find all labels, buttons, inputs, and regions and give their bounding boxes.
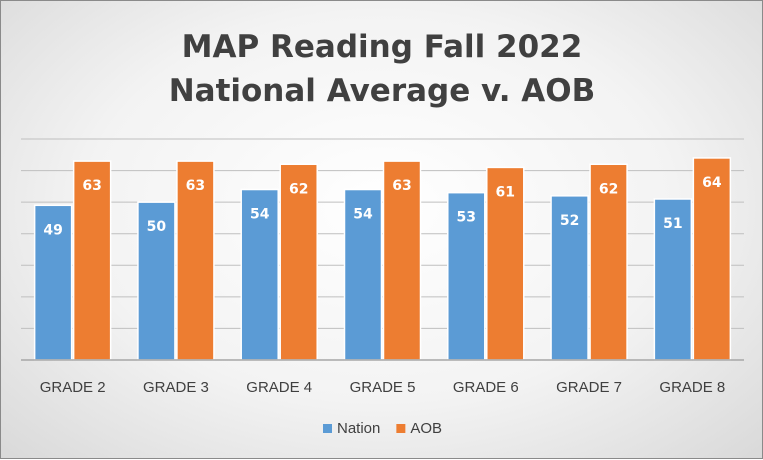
bar-nation-grade-4 bbox=[240, 188, 279, 361]
data-label: 54 bbox=[250, 207, 270, 223]
data-label: 63 bbox=[392, 178, 411, 194]
x-tick-label: GRADE 3 bbox=[143, 379, 209, 396]
x-tick-label: GRADE 5 bbox=[350, 379, 416, 396]
chart-title-line-1: MAP Reading Fall 2022 bbox=[182, 29, 583, 65]
x-tick-label: GRADE 2 bbox=[40, 379, 106, 396]
data-label: 51 bbox=[663, 216, 682, 232]
data-label: 49 bbox=[43, 222, 62, 238]
data-label: 63 bbox=[186, 178, 205, 194]
gridlines bbox=[21, 138, 744, 329]
bar-aob-grade-8 bbox=[692, 157, 732, 361]
bar-aob-grade-2 bbox=[72, 160, 112, 361]
data-label: 64 bbox=[702, 175, 722, 191]
x-tick-label: GRADE 4 bbox=[246, 379, 312, 396]
data-label: 62 bbox=[599, 181, 618, 197]
data-label: 54 bbox=[353, 207, 373, 223]
bar-nation-grade-8 bbox=[653, 198, 693, 361]
bar-nation-grade-7 bbox=[550, 195, 589, 361]
bar-aob-grade-5 bbox=[382, 160, 422, 361]
bar-nation-grade-5 bbox=[343, 188, 383, 361]
bar-aob-grade-7 bbox=[589, 163, 628, 361]
data-label: 62 bbox=[289, 181, 308, 197]
bar-aob-grade-6 bbox=[486, 166, 525, 361]
bar-nation-grade-3 bbox=[137, 201, 176, 361]
bars: 49 63 50 63 54 62 54 63 53 61 52 62 51 64 bbox=[33, 157, 732, 361]
x-tick-label: GRADE 7 bbox=[556, 379, 622, 396]
data-label: 52 bbox=[560, 213, 579, 229]
x-axis: GRADE 2 GRADE 3 GRADE 4 GRADE 5 GRADE 6 GRADE… bbox=[21, 359, 744, 396]
data-label: 53 bbox=[457, 210, 476, 226]
legend-label-aob: AOB bbox=[410, 420, 442, 437]
x-tick-label: GRADE 6 bbox=[453, 379, 519, 396]
bar-aob-grade-3 bbox=[176, 160, 215, 361]
legend-label-nation: Nation bbox=[337, 420, 380, 437]
legend: Nation AOB bbox=[323, 420, 442, 437]
data-label: 61 bbox=[496, 184, 515, 200]
bar-aob-grade-4 bbox=[279, 163, 318, 361]
data-label: 50 bbox=[147, 219, 167, 235]
legend-swatch-aob bbox=[396, 424, 406, 433]
data-label: 63 bbox=[82, 178, 101, 194]
legend-swatch-nation bbox=[323, 424, 332, 433]
x-tick-label: GRADE 8 bbox=[659, 379, 725, 396]
chart-title-line-2: National Average v. AOB bbox=[169, 73, 596, 109]
